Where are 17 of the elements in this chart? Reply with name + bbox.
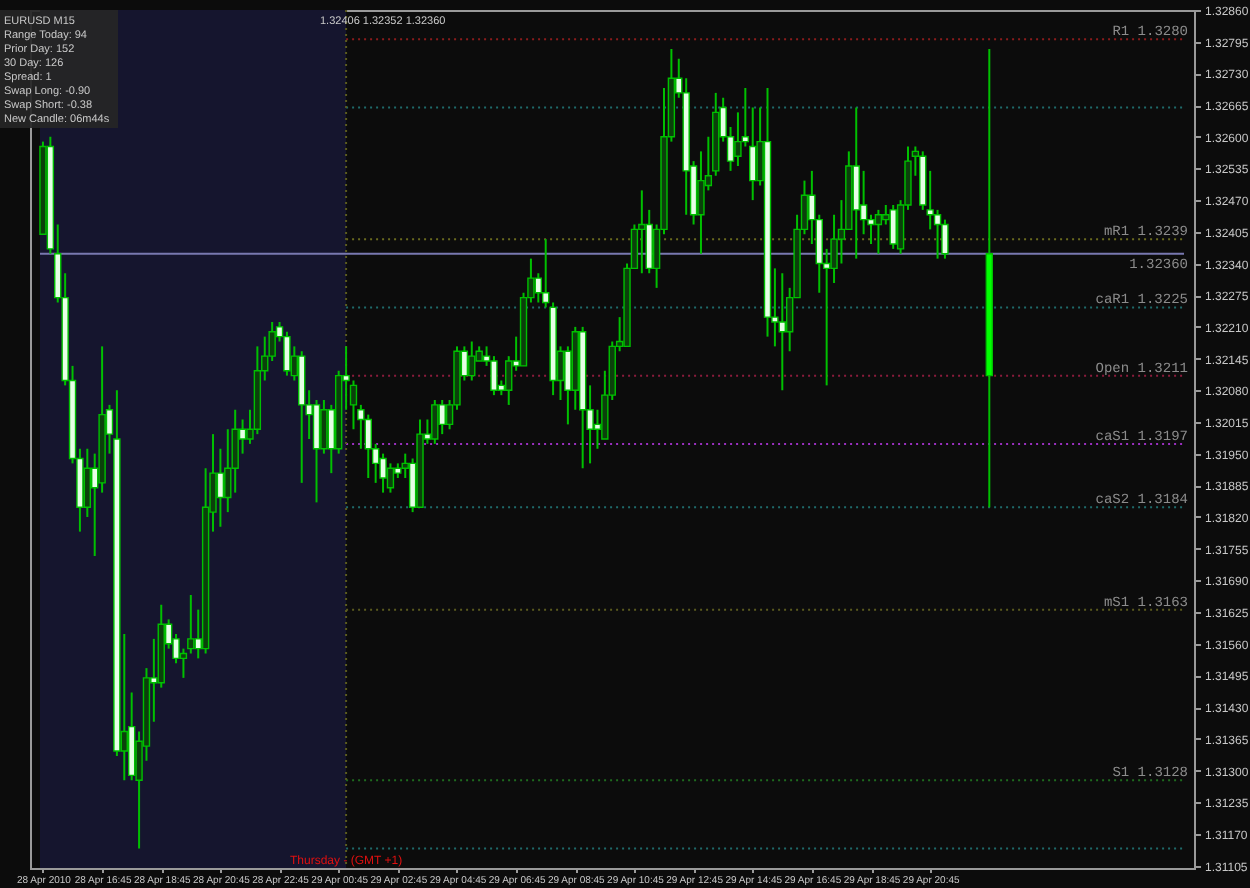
candlestick [468,340,476,382]
candlestick [216,447,225,528]
candlestick [320,399,328,455]
candlestick [438,399,446,436]
candlestick [386,462,395,494]
candlestick [889,204,897,250]
candlestick [379,452,387,494]
candlestick [364,413,372,479]
candlestick [431,399,439,445]
candlestick [283,330,291,377]
candlestick [542,238,550,309]
candlestick [874,208,883,255]
candlestick [638,189,646,275]
candlestick [778,272,786,392]
candlestick [941,218,949,260]
candlestick [187,594,195,655]
candlestick [852,106,860,260]
